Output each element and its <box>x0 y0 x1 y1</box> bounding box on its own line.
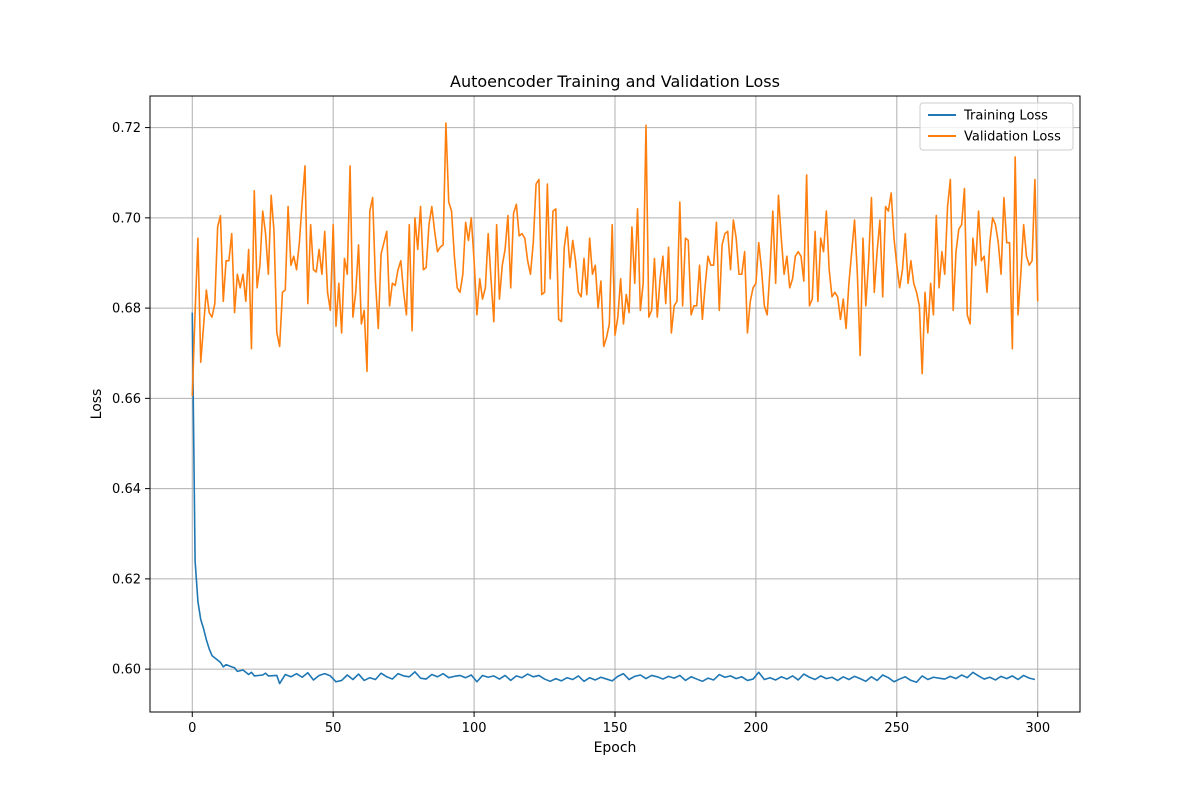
x-tick-label: 150 <box>603 721 628 736</box>
series-line-training-loss <box>191 312 1036 685</box>
legend-label-training-loss: Training Loss <box>963 109 1048 124</box>
y-tick-label: 0.60 <box>112 663 141 678</box>
x-tick-label: 200 <box>743 721 768 736</box>
x-tick-label: 250 <box>884 721 909 736</box>
series-lines <box>191 122 1039 685</box>
grid-lines <box>150 96 1080 712</box>
axis-ticks: 0 50 100 150 200 250 300 0.60 0.62 0.64 0.66 0.68 0.… <box>112 121 1050 736</box>
x-tick-label: 100 <box>462 721 487 736</box>
y-tick-label: 0.66 <box>112 392 141 407</box>
series-line-validation-loss <box>191 122 1039 397</box>
y-tick-label: 0.72 <box>112 121 141 136</box>
legend: Training Loss Validation Loss <box>919 102 1074 151</box>
x-tick-label: 0 <box>188 721 196 736</box>
y-tick-label: 0.62 <box>112 572 141 587</box>
y-tick-label: 0.64 <box>112 482 141 497</box>
y-tick-label: 0.68 <box>112 302 141 317</box>
chart-title: Autoencoder Training and Validation Loss <box>450 72 780 91</box>
legend-label-validation-loss: Validation Loss <box>964 130 1061 145</box>
x-tick-label: 300 <box>1025 721 1050 736</box>
y-axis-title: Loss <box>89 389 105 420</box>
legend-box <box>919 102 1074 151</box>
x-axis-title: Epoch <box>594 740 637 756</box>
x-tick-label: 50 <box>325 721 342 736</box>
y-tick-label: 0.70 <box>112 211 141 226</box>
